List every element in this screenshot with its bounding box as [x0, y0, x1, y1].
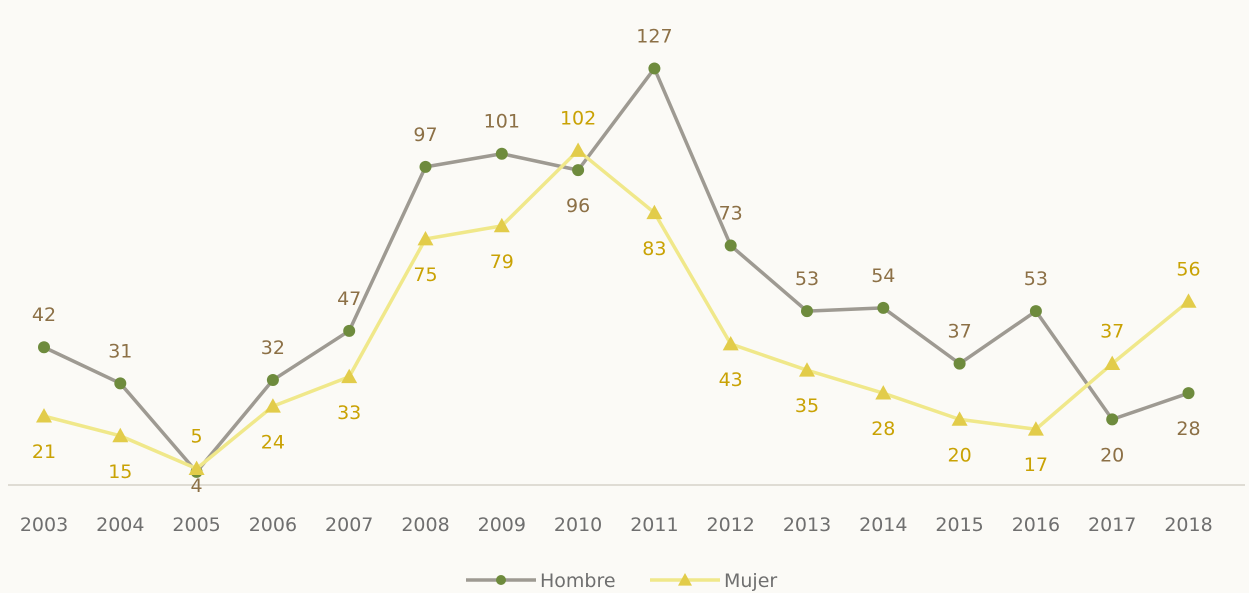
point-mujer-2006 [264, 398, 281, 413]
point-mujer-2016 [1027, 421, 1044, 436]
data-label-mujer-2009: 79 [490, 251, 514, 273]
point-hombre-2004 [114, 377, 127, 390]
series-layer [36, 62, 1197, 478]
data-label-hombre-2003: 42 [32, 304, 56, 326]
series-line-mujer [43, 148, 1190, 471]
point-mujer-2008 [417, 231, 434, 246]
data-label-mujer-2016: 17 [1024, 454, 1048, 476]
point-hombre-2018 [1182, 387, 1195, 400]
point-hombre-2015 [953, 357, 966, 370]
data-label-mujer-2007: 33 [337, 402, 361, 424]
point-mujer-2010 [570, 142, 587, 157]
legend-label-mujer: Mujer [724, 570, 777, 592]
data-label-mujer-2008: 75 [413, 264, 437, 286]
point-hombre-2017 [1106, 413, 1119, 426]
data-label-hombre-2006: 32 [261, 337, 285, 359]
point-hombre-2016 [1029, 305, 1042, 318]
data-label-hombre-2015: 37 [948, 321, 972, 343]
data-label-hombre-2005: 4 [191, 475, 203, 497]
data-label-hombre-2017: 20 [1100, 444, 1124, 466]
point-mujer-2018 [1180, 293, 1197, 308]
point-hombre-2012 [724, 239, 737, 252]
point-mujer-2003 [36, 408, 52, 423]
point-mujer-2015 [951, 411, 968, 426]
data-label-hombre-2012: 73 [719, 203, 743, 225]
data-label-hombre-2009: 101 [484, 111, 520, 133]
data-label-mujer-2017: 37 [1100, 321, 1124, 343]
x-tick-2005: 2005 [172, 514, 220, 536]
x-tick-2003: 2003 [20, 514, 68, 536]
point-hombre-2014 [877, 301, 890, 314]
x-tick-2013: 2013 [783, 514, 831, 536]
data-label-hombre-2014: 54 [871, 265, 895, 287]
point-hombre-2010 [572, 164, 585, 177]
data-label-hombre-2016: 53 [1024, 268, 1048, 290]
x-tick-2016: 2016 [1012, 514, 1060, 536]
data-label-mujer-2011: 83 [642, 238, 666, 260]
series-line-hombre [43, 66, 1190, 474]
point-mujer-2009 [493, 217, 510, 233]
data-label-hombre-2011: 127 [636, 25, 672, 47]
data-label-mujer-2014: 28 [871, 418, 895, 440]
x-tick-2012: 2012 [707, 514, 755, 536]
data-label-mujer-2010: 102 [560, 107, 596, 129]
x-tick-2010: 2010 [554, 514, 602, 536]
point-mujer-2007 [341, 368, 358, 384]
data-label-hombre-2013: 53 [795, 268, 819, 290]
point-mujer-2011 [646, 204, 663, 220]
point-hombre-2006 [266, 374, 279, 387]
data-label-hombre-2008: 97 [413, 124, 437, 146]
x-tick-2015: 2015 [935, 514, 983, 536]
data-label-mujer-2012: 43 [719, 369, 743, 391]
point-mujer-2017 [1104, 355, 1121, 371]
data-label-mujer-2006: 24 [261, 431, 285, 453]
x-tick-2004: 2004 [96, 514, 144, 536]
data-label-hombre-2018: 28 [1176, 418, 1200, 440]
point-hombre-2009 [495, 147, 508, 160]
point-hombre-2007 [343, 324, 356, 337]
legend: Hombre Mujer [466, 570, 777, 592]
data-label-hombre-2010: 96 [566, 195, 590, 217]
data-label-mujer-2018: 56 [1176, 258, 1200, 280]
legend-item-mujer: Mujer [650, 570, 777, 592]
legend-label-hombre: Hombre [540, 570, 616, 592]
x-tick-2014: 2014 [859, 514, 907, 536]
x-tick-2007: 2007 [325, 514, 373, 536]
x-tick-2011: 2011 [630, 514, 678, 536]
point-mujer-2004 [112, 427, 129, 443]
point-mujer-2013 [799, 362, 815, 377]
x-tick-2018: 2018 [1164, 514, 1212, 536]
data-label-mujer-2015: 20 [948, 444, 972, 466]
point-hombre-2013 [801, 305, 813, 318]
point-hombre-2003 [38, 341, 50, 354]
legend-marker [678, 573, 692, 586]
point-mujer-2014 [875, 385, 892, 400]
x-tick-2009: 2009 [478, 514, 526, 536]
x-axis-ticks: 2003 2004 2005 2006 2007 2008 2009 2010 2011 2012… [20, 514, 1213, 536]
data-label-hombre-2007: 47 [337, 288, 361, 310]
data-label-mujer-2003: 21 [32, 441, 56, 463]
point-mujer-2012 [722, 335, 739, 351]
legend-marker [496, 575, 506, 585]
point-hombre-2011 [648, 62, 661, 75]
x-tick-2006: 2006 [249, 514, 297, 536]
data-label-hombre-2004: 31 [108, 340, 132, 362]
x-tick-2017: 2017 [1088, 514, 1136, 536]
data-labels: 42 21 31 15 4 5 32 24 47 33 97 75 101 79 96 102 127 83 73 4… [32, 25, 1201, 497]
data-label-mujer-2005: 5 [191, 426, 203, 448]
point-hombre-2008 [419, 160, 432, 173]
data-label-mujer-2013: 35 [795, 395, 819, 417]
x-tick-2008: 2008 [401, 514, 449, 536]
point-mujer-2005 [188, 460, 205, 475]
legend-item-hombre: Hombre [466, 570, 616, 592]
data-label-mujer-2004: 15 [108, 461, 132, 483]
